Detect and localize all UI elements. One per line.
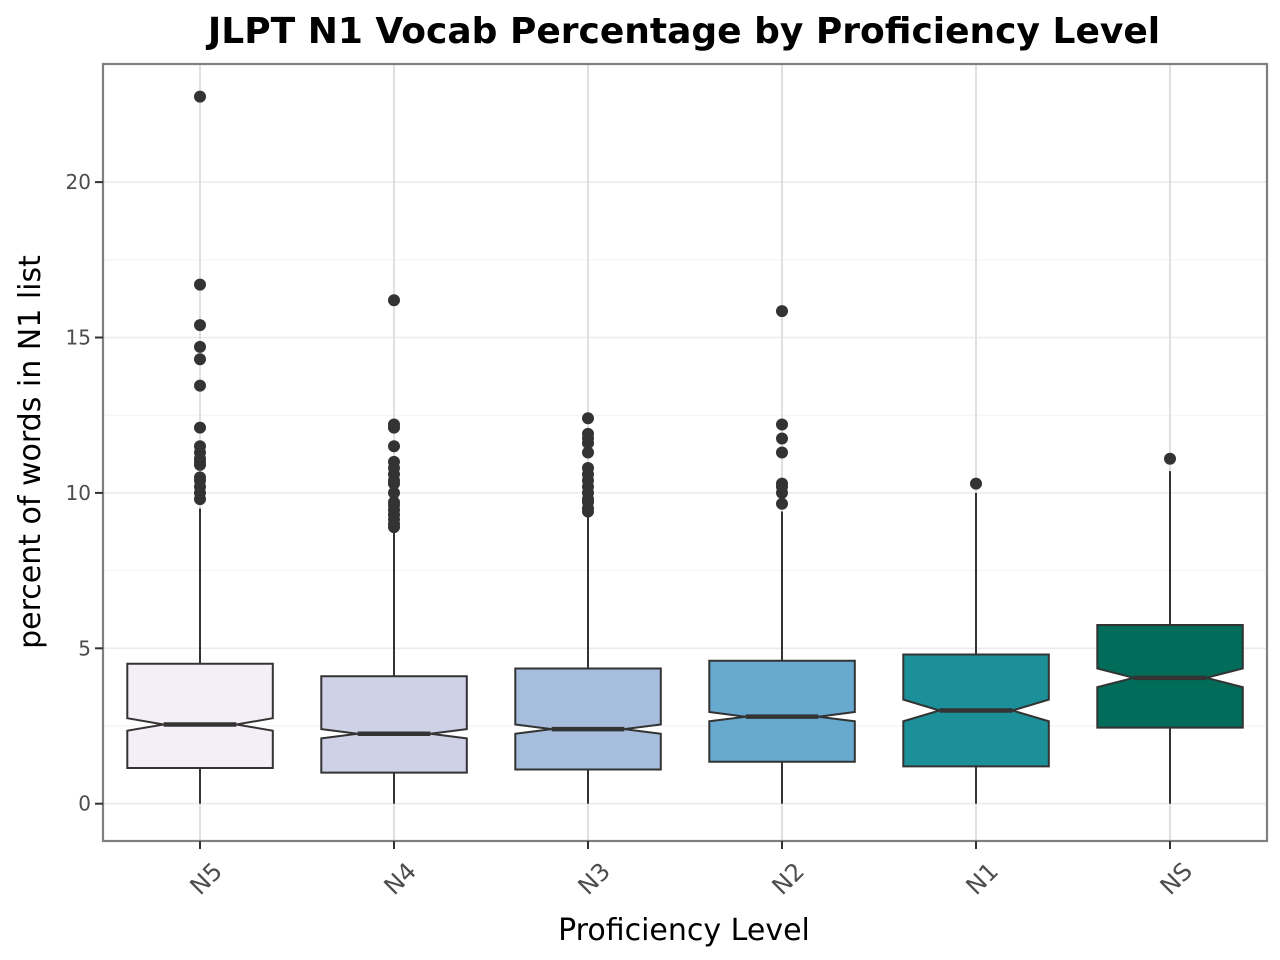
- x-tick-label: NS: [1155, 857, 1198, 900]
- outlier-point: [388, 455, 400, 468]
- outlier-point: [388, 418, 400, 431]
- outlier-point: [776, 446, 788, 459]
- notched-box: [514, 667, 662, 771]
- grid: [103, 64, 1267, 841]
- notched-box: [320, 675, 468, 774]
- box-n3: [514, 412, 662, 804]
- x-tick-label: N1: [961, 857, 1004, 900]
- notched-box: [708, 659, 856, 763]
- x-tick-label: N3: [573, 857, 616, 900]
- x-tick-label: N4: [379, 857, 422, 900]
- box-n2: [708, 305, 856, 804]
- outlier-point: [194, 440, 206, 453]
- outlier-point: [388, 440, 400, 453]
- notched-box: [126, 662, 274, 769]
- plot-border: [101, 62, 1269, 843]
- outlier-point: [194, 278, 206, 291]
- outlier-point: [776, 497, 788, 510]
- outlier-point: [970, 477, 982, 490]
- y-tick-label: 10: [66, 481, 91, 505]
- box-ns: [1096, 452, 1244, 804]
- x-tick-label: N2: [767, 857, 810, 900]
- chart-title: JLPT N1 Vocab Percentage by Proficiency …: [205, 11, 1160, 52]
- boxes: [126, 90, 1244, 804]
- outlier-point: [1164, 452, 1176, 465]
- outlier-point: [582, 412, 594, 425]
- outlier-point: [194, 319, 206, 332]
- outlier-point: [194, 90, 206, 103]
- y-tick-label: 15: [66, 326, 91, 350]
- y-tick-label: 0: [78, 792, 91, 816]
- box-n4: [320, 294, 468, 804]
- y-tick-label: 20: [66, 170, 91, 194]
- outlier-point: [582, 462, 594, 475]
- outlier-point: [776, 477, 788, 490]
- outlier-point: [194, 421, 206, 434]
- box-n5: [126, 90, 274, 804]
- y-axis: 0 5 10 15 20: [66, 170, 103, 816]
- box-n1: [902, 477, 1050, 804]
- outlier-point: [388, 294, 400, 307]
- outlier-point: [582, 446, 594, 459]
- y-axis-title: percent of words in N1 list: [13, 255, 48, 649]
- outlier-point: [388, 496, 400, 509]
- x-tick-label: N5: [185, 857, 228, 900]
- y-tick-label: 5: [78, 636, 91, 660]
- x-axis: N5 N4 N3 N2 N1 NS: [185, 841, 1198, 900]
- outlier-point: [194, 340, 206, 353]
- outlier-point: [776, 432, 788, 445]
- outlier-point: [194, 471, 206, 484]
- outlier-point: [388, 486, 400, 499]
- x-axis-title: Proficiency Level: [558, 913, 810, 948]
- outlier-point: [582, 427, 594, 440]
- outlier-point: [776, 305, 788, 318]
- outlier-point: [776, 418, 788, 431]
- outlier-point: [194, 379, 206, 392]
- outlier-point: [194, 353, 206, 366]
